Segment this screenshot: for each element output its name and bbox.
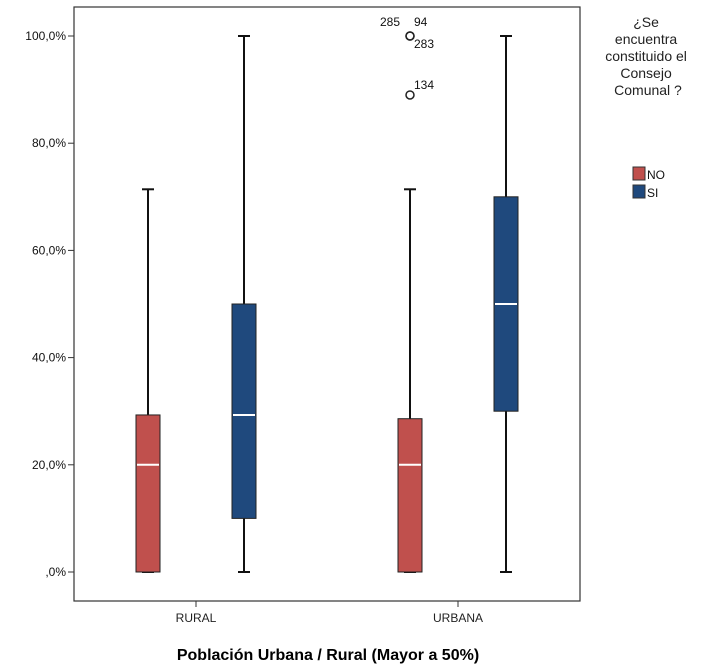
legend-title-line: Comunal ? xyxy=(614,82,682,98)
legend-title-line: encuentra xyxy=(615,31,677,47)
legend-swatch-si xyxy=(632,184,646,199)
box-no-urbana xyxy=(397,188,423,573)
box-iqr xyxy=(231,303,257,519)
outlier-point xyxy=(405,90,415,100)
y-axis: ,0% 20,0% 40,0% 60,0% 80,0% 100,0% xyxy=(25,29,74,579)
boxes-group xyxy=(135,35,519,573)
outlier-label: 134 xyxy=(414,78,434,92)
x-axis-title: Población Urbana / Rural (Mayor a 50%) xyxy=(177,647,479,664)
outlier-label: 283 xyxy=(414,37,434,51)
legend-label-no: NO xyxy=(647,168,665,182)
outliers-group: 285 94 283 134 xyxy=(380,15,434,100)
box-iqr xyxy=(397,418,423,573)
legend-title-line: Consejo xyxy=(620,65,672,81)
outlier-point xyxy=(405,31,415,41)
legend-title: ¿Se encuentra constituido el Consejo Com… xyxy=(605,14,691,98)
box-si-urbana xyxy=(493,35,519,573)
x-tick-label: RURAL xyxy=(176,611,217,625)
y-tick-label: ,0% xyxy=(45,565,66,579)
box-iqr xyxy=(135,414,161,573)
box-no-rural xyxy=(135,188,161,573)
y-tick-label: 80,0% xyxy=(32,136,66,150)
box-si-rural xyxy=(231,35,257,573)
legend-label-si: SI xyxy=(647,186,658,200)
legend: ¿Se encuentra constituido el Consejo Com… xyxy=(605,14,691,200)
legend-title-line: constituido el xyxy=(605,48,687,64)
y-tick-label: 100,0% xyxy=(25,29,66,43)
legend-title-line: ¿Se xyxy=(633,14,659,30)
x-tick-label: URBANA xyxy=(433,611,483,625)
outlier-label: 285 xyxy=(380,15,400,29)
outlier-label: 94 xyxy=(414,15,428,29)
x-axis: RURAL URBANA xyxy=(176,601,483,625)
y-tick-label: 60,0% xyxy=(32,243,66,257)
y-tick-label: 20,0% xyxy=(32,458,66,472)
y-tick-label: 40,0% xyxy=(32,351,66,365)
legend-swatch-no xyxy=(632,166,646,181)
